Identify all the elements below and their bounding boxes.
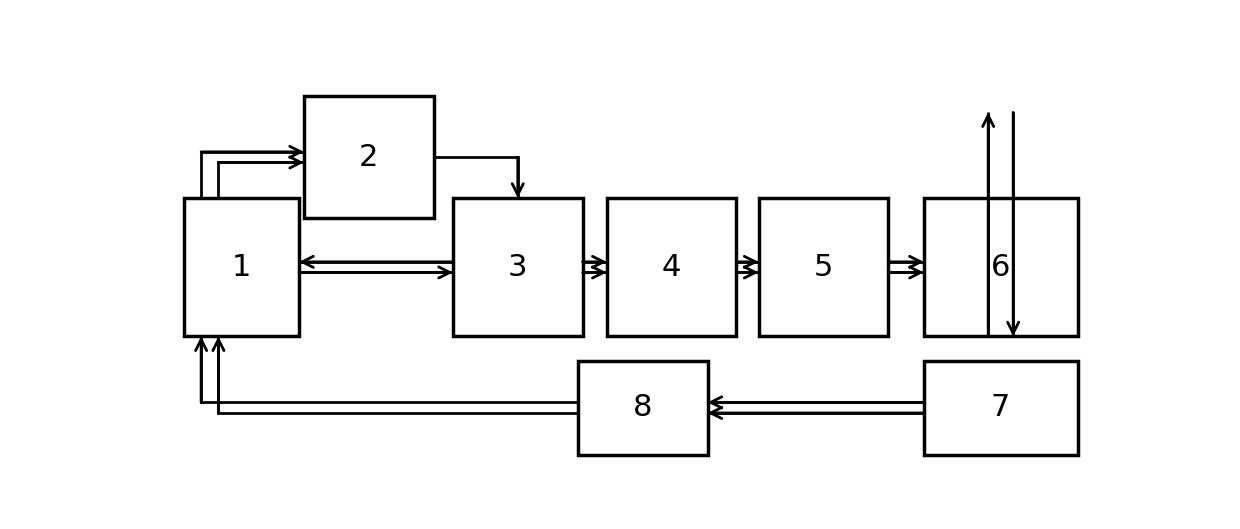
Text: 3: 3 (508, 253, 527, 281)
Text: 1: 1 (232, 253, 252, 281)
Bar (924, 198, 1078, 336)
Text: 5: 5 (813, 253, 833, 281)
Text: 8: 8 (632, 393, 652, 422)
Bar (578, 361, 708, 454)
Bar (453, 198, 583, 336)
Text: 2: 2 (360, 143, 378, 172)
Bar (924, 361, 1078, 454)
Bar (606, 198, 737, 336)
Text: 4: 4 (662, 253, 681, 281)
Bar (184, 198, 299, 336)
Text: 6: 6 (991, 253, 1011, 281)
Bar (759, 198, 888, 336)
Text: 7: 7 (991, 393, 1011, 422)
Bar (304, 96, 434, 218)
